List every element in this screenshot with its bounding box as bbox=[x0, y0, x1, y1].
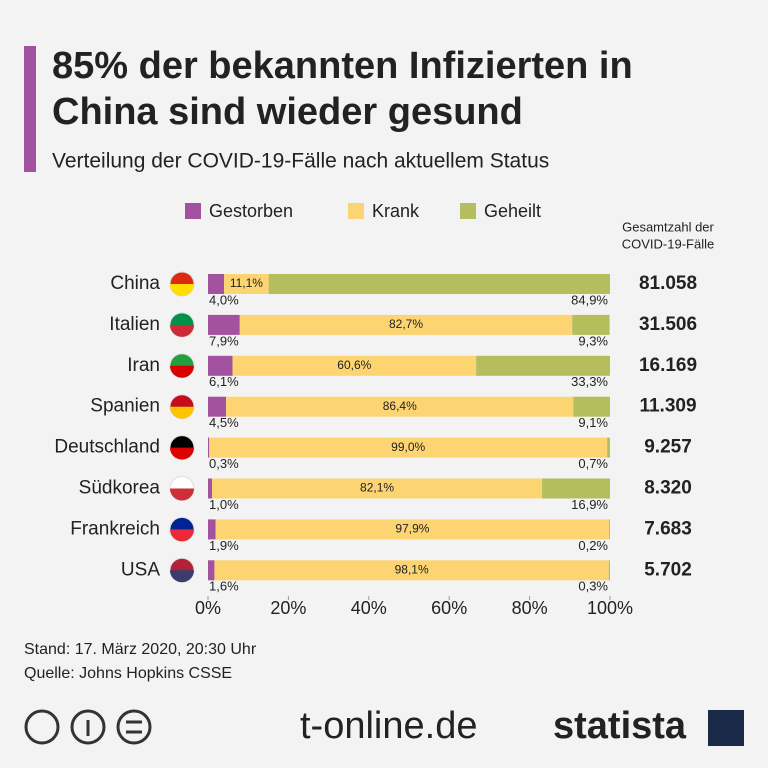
chart-title: China sind wieder gesund bbox=[52, 91, 523, 133]
statista-icon bbox=[708, 710, 744, 746]
bar-segment bbox=[208, 396, 227, 417]
value-label: 9,1% bbox=[578, 415, 608, 430]
bar-segment bbox=[572, 314, 610, 335]
legend-swatch bbox=[348, 203, 364, 219]
chart-subtitle: Verteilung der COVID-19-Fälle nach aktue… bbox=[52, 150, 549, 173]
flag bbox=[170, 570, 194, 583]
flag bbox=[170, 284, 194, 296]
value-label: 86,4% bbox=[383, 399, 417, 413]
bar-segment bbox=[226, 396, 574, 417]
value-label: 84,9% bbox=[571, 292, 608, 307]
flag bbox=[170, 365, 194, 378]
value-label: 6,1% bbox=[209, 374, 239, 389]
value-label: 97,9% bbox=[395, 522, 429, 536]
bar-segment bbox=[215, 519, 610, 540]
x-tick-label: 80% bbox=[512, 598, 548, 618]
category-label: Deutschland bbox=[54, 437, 160, 458]
bar-segment bbox=[214, 560, 609, 581]
value-label: 98,1% bbox=[395, 562, 429, 576]
footer-note: Quelle: Johns Hopkins CSSE bbox=[24, 665, 232, 682]
flag bbox=[170, 488, 194, 501]
bar-segment bbox=[208, 519, 216, 540]
flag bbox=[170, 447, 194, 460]
bar-segment bbox=[224, 274, 269, 294]
value-label: 0,3% bbox=[209, 456, 239, 471]
legend-label: Geheilt bbox=[484, 201, 541, 221]
value-label: 11,1% bbox=[230, 276, 263, 290]
total-label: 9.257 bbox=[644, 437, 692, 458]
value-label: 16,9% bbox=[571, 497, 608, 512]
title-accent bbox=[24, 46, 36, 172]
t-online-logo: t-online.de bbox=[300, 705, 477, 747]
category-label: Südkorea bbox=[79, 478, 161, 499]
bar-segment bbox=[212, 478, 543, 499]
value-label: 60,6% bbox=[337, 358, 371, 372]
value-label: 0,7% bbox=[578, 456, 608, 471]
value-label: 4,5% bbox=[209, 415, 239, 430]
bar-segment bbox=[607, 437, 610, 458]
bar-segment bbox=[542, 478, 610, 499]
totals-title: COVID-19-Fälle bbox=[622, 236, 714, 251]
bar-segment bbox=[609, 519, 610, 540]
flag bbox=[170, 324, 194, 337]
total-label: 5.702 bbox=[644, 559, 692, 580]
category-label: Spanien bbox=[90, 396, 160, 417]
legend-label: Gestorben bbox=[209, 201, 293, 221]
bar-segment bbox=[232, 355, 477, 376]
license-icons bbox=[24, 709, 152, 745]
bar-segment bbox=[208, 274, 225, 294]
category-label: USA bbox=[121, 559, 160, 580]
bar-segment bbox=[208, 437, 210, 458]
x-tick-label: 60% bbox=[431, 598, 467, 618]
bar-segment bbox=[208, 560, 215, 581]
category-label: Frankreich bbox=[70, 518, 160, 539]
bar-segment bbox=[239, 314, 573, 335]
x-tick-label: 20% bbox=[270, 598, 306, 618]
legend-swatch bbox=[185, 203, 201, 219]
totals-title: Gesamtzahl der bbox=[622, 219, 714, 234]
total-label: 31.506 bbox=[639, 314, 697, 335]
value-label: 0,2% bbox=[578, 538, 608, 553]
value-label: 82,7% bbox=[389, 317, 423, 331]
value-label: 9,3% bbox=[578, 333, 608, 348]
total-label: 8.320 bbox=[644, 478, 692, 499]
value-label: 33,3% bbox=[571, 374, 608, 389]
legend-label: Krank bbox=[372, 201, 420, 221]
bar-segment bbox=[208, 355, 233, 376]
value-label: 1,9% bbox=[209, 538, 239, 553]
value-label: 7,9% bbox=[209, 333, 239, 348]
value-label: 82,1% bbox=[360, 481, 394, 495]
bar-segment bbox=[208, 314, 240, 335]
total-label: 7.683 bbox=[644, 518, 692, 539]
category-label: Iran bbox=[127, 355, 160, 376]
total-label: 81.058 bbox=[639, 273, 697, 294]
value-label: 4,0% bbox=[209, 292, 239, 307]
flag bbox=[170, 529, 194, 542]
total-label: 11.309 bbox=[639, 396, 696, 417]
x-tick-label: 40% bbox=[351, 598, 387, 618]
category-label: China bbox=[110, 273, 160, 294]
value-label: 0,3% bbox=[578, 579, 608, 594]
bar-segment bbox=[208, 478, 213, 499]
bar-segment bbox=[573, 396, 610, 417]
value-label: 99,0% bbox=[391, 440, 425, 454]
chart-title: 85% der bekannten Infizierten in bbox=[52, 45, 633, 87]
value-label: 1,0% bbox=[209, 497, 239, 512]
bar-segment bbox=[268, 274, 610, 294]
statista-logo: statista bbox=[553, 705, 687, 747]
category-label: Italien bbox=[109, 314, 160, 335]
total-label: 16.169 bbox=[639, 355, 697, 376]
value-label: 1,6% bbox=[209, 579, 239, 594]
bar-segment bbox=[476, 355, 610, 376]
bar-segment bbox=[608, 560, 610, 581]
flag bbox=[170, 406, 194, 419]
x-tick-label: 100% bbox=[587, 598, 633, 618]
bar-segment bbox=[209, 437, 608, 458]
legend-swatch bbox=[460, 203, 476, 219]
x-tick-label: 0% bbox=[195, 598, 221, 618]
footer-note: Stand: 17. März 2020, 20:30 Uhr bbox=[24, 641, 257, 658]
